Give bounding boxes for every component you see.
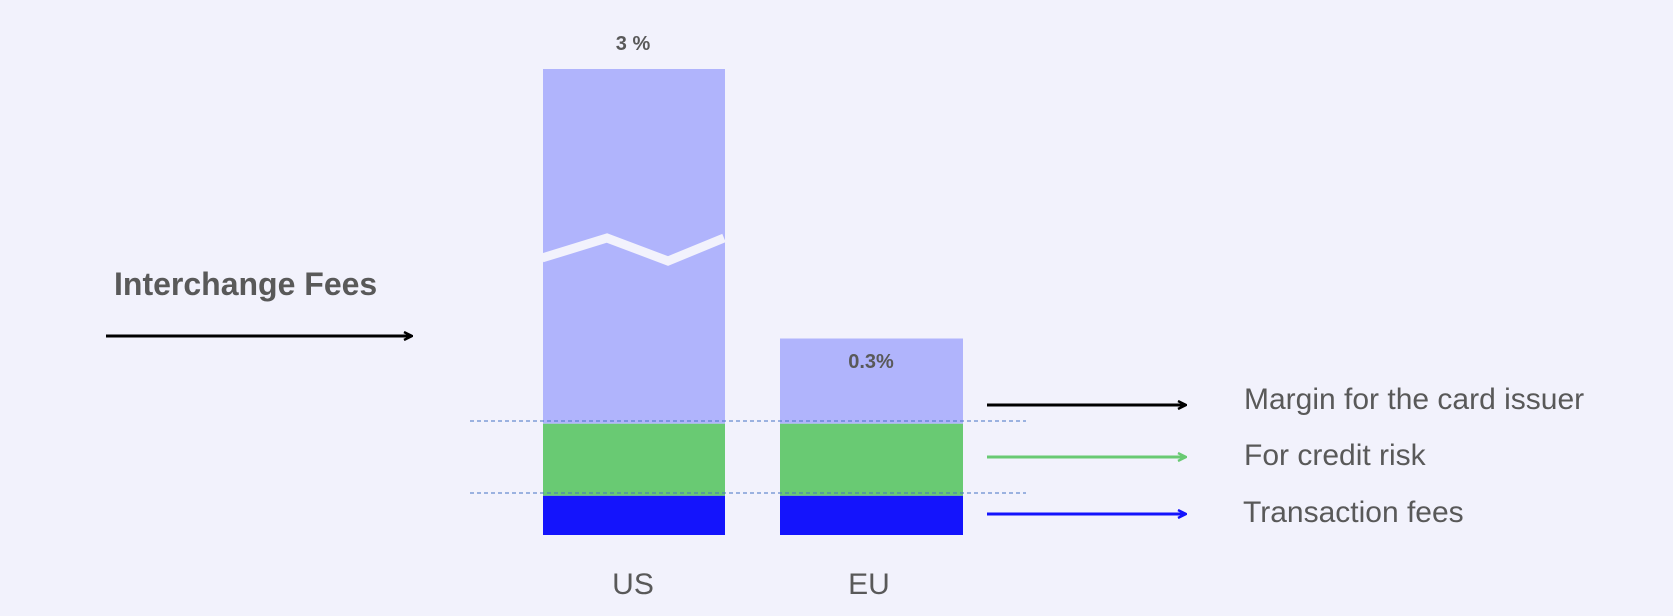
legend-label-margin: Margin for the card issuer (1244, 383, 1584, 416)
axis-break-marker (540, 233, 726, 266)
annotation-interchange-fees: Interchange Fees (114, 266, 377, 302)
total-label-us: 3 % (616, 33, 651, 55)
bar-eu-margin-for-the-card-issuer (780, 338, 963, 424)
category-label-us: US (612, 568, 654, 601)
category-label-eu: EU (848, 568, 890, 601)
bar-eu-for-credit-risk (780, 423, 963, 496)
total-label-eu: 0.3% (848, 351, 894, 373)
legend-label-credit-risk: For credit risk (1244, 439, 1427, 472)
bars-layer (543, 69, 963, 535)
bar-us-transaction-fees (543, 495, 725, 535)
bar-eu-transaction-fees (780, 495, 963, 535)
legend-label-transaction: Transaction fees (1243, 496, 1464, 529)
bar-us-for-credit-risk (543, 423, 725, 496)
